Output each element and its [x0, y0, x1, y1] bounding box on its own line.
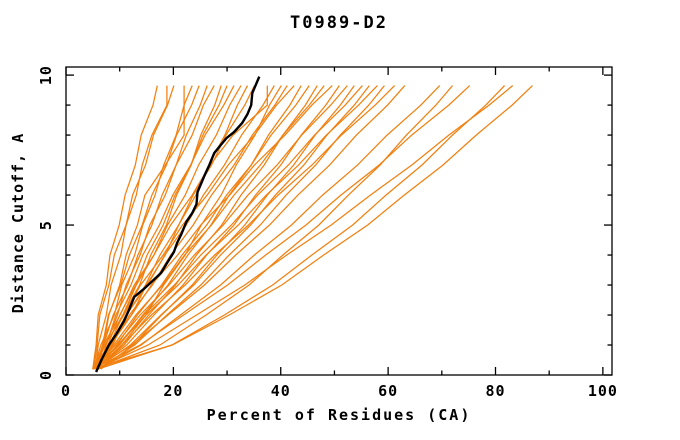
x-tick-label: 60 [378, 382, 398, 400]
model-line [95, 85, 318, 370]
model-line [92, 85, 208, 370]
model-line [95, 85, 514, 370]
model-line [92, 85, 222, 370]
x-tick-label: 0 [61, 382, 71, 400]
model-line [97, 85, 185, 370]
model-line [97, 85, 235, 370]
x-tick-label: 100 [588, 382, 618, 400]
model-line [97, 85, 333, 370]
x-tick-label: 80 [485, 382, 505, 400]
model-line [94, 85, 228, 370]
model-line [92, 85, 471, 370]
y-tick-label: 0 [37, 370, 55, 380]
model-line [92, 85, 158, 370]
y-axis-label: Distance Cutoff, A [9, 132, 27, 314]
model-line [92, 85, 406, 370]
model-line [97, 85, 441, 370]
x-tick-label: 20 [163, 382, 183, 400]
model-line [94, 85, 295, 370]
model-line [95, 85, 396, 370]
y-tick-label: 10 [37, 65, 55, 85]
model-line [97, 85, 310, 370]
model-line [94, 85, 268, 370]
chart-title: T0989-D2 [290, 13, 388, 33]
model-line [98, 85, 506, 370]
x-axis-label: Percent of Residues (CA) [206, 406, 472, 424]
model-line [93, 85, 363, 370]
model-line [100, 85, 355, 370]
model-line [92, 85, 533, 370]
model-line [92, 85, 378, 370]
model-line [95, 85, 340, 370]
model-line [95, 85, 453, 370]
model-line [100, 85, 215, 370]
model-line [93, 85, 175, 370]
model-line [92, 85, 325, 370]
x-tick-label: 40 [271, 382, 291, 400]
plot-border [65, 66, 613, 376]
model-line [95, 85, 370, 370]
highlighted-model-line [95, 76, 261, 373]
model-line [94, 85, 200, 370]
y-tick-label: 5 [37, 220, 55, 230]
model-line [92, 85, 348, 370]
